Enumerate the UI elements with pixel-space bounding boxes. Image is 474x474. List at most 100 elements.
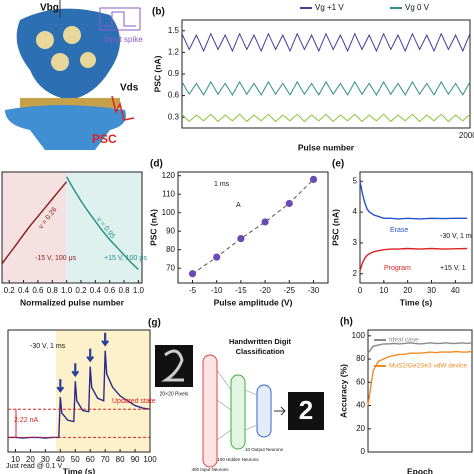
x-tick-label: 50 — [71, 455, 80, 464]
series-line — [1, 181, 68, 265]
label: PSC — [92, 132, 117, 146]
point — [261, 218, 269, 226]
x-axis-label: Epoch — [407, 466, 433, 474]
plot-frame — [359, 171, 473, 284]
chart: (d) 70 80 90 100 110 120 -5 -10 -15 -20 -25 -30 Pulse… — [148, 159, 329, 307]
y-tick-label: 3 — [353, 238, 358, 247]
x-tick-label: 30 — [427, 286, 436, 295]
x-axis-label: Time (s) — [63, 466, 96, 474]
plot-frame — [1, 171, 143, 284]
y-tick-label: 80 — [166, 245, 175, 254]
chart: (e) 2 3 4 5 0 10 20 30 40 Time (s) PSC (nA) Erase Pro… — [330, 159, 473, 307]
y-tick-label: 0.3 — [168, 112, 180, 121]
x-tick-label: 0 — [358, 286, 363, 295]
series-line — [181, 80, 471, 96]
vesicle — [36, 31, 54, 49]
y-tick-label: 120 — [162, 171, 176, 180]
x-tick-label: 20 — [403, 286, 412, 295]
input-layer — [202, 354, 218, 468]
point — [309, 175, 318, 183]
annotation: Erase — [390, 227, 408, 234]
annotation: Just read @ 0.1 V — [6, 463, 62, 470]
y-tick-label: 1.2 — [168, 48, 180, 57]
series-line — [8, 350, 151, 439]
y-tick-label: 60 — [356, 377, 365, 386]
x-tick-label: 0.2 — [75, 286, 87, 295]
x-tick-label: -25 — [284, 286, 296, 295]
x-tick-label: 90 — [131, 455, 140, 464]
point — [237, 235, 245, 243]
pulse-arrow — [86, 348, 95, 363]
x-tick-label: 100 — [143, 455, 157, 464]
x-tick-label: 1.0 — [61, 286, 73, 295]
x-tick-label: 10 — [11, 455, 20, 464]
arrow — [274, 406, 286, 416]
region — [2, 172, 67, 283]
vesicle — [80, 52, 96, 68]
chart: (h) 0 20 40 60 80 100 Epoch Accuracy (%) Ideal ca… — [338, 317, 473, 474]
series-line — [367, 342, 473, 354]
x-tick-label: 0.6 — [104, 286, 116, 295]
psc-icon — [111, 95, 135, 121]
vesicle — [63, 26, 81, 44]
x-tick-label: -5 — [189, 286, 197, 295]
point — [285, 199, 293, 208]
x-axis-label: Normalized pulse number — [20, 297, 125, 307]
annotation: -15 V, 100 μs — [35, 255, 77, 262]
series-line — [181, 113, 471, 123]
x-tick-label: 20 — [26, 455, 35, 464]
panel-label: (e) — [332, 159, 344, 170]
chart: (b) 0.3 0.6 0.9 1.2 1.5 20000 Pulse number PSC (… — [152, 3, 474, 152]
label: Vds — [120, 83, 139, 94]
annotation: 2.22 nA — [14, 417, 38, 424]
x-tick-label: -30 — [308, 286, 320, 295]
network-illustration: (g) Handwritten Digit Classification 20×… — [148, 318, 324, 472]
x-axis-label: Pulse number — [298, 142, 355, 152]
x-tick-label: 0.8 — [47, 286, 59, 295]
region — [56, 330, 150, 452]
title: Handwritten Digit — [229, 337, 292, 346]
x-tick-label: -20 — [259, 286, 271, 295]
y-tick-label: 5 — [353, 176, 358, 185]
series-line — [181, 32, 471, 53]
x-tick-label: -15 — [235, 286, 247, 295]
layer-label: 100 Hidden Neurons — [217, 457, 259, 462]
caption: 20×20 Pixels — [160, 391, 189, 397]
y-tick-label: 1.5 — [168, 26, 180, 35]
vesicle — [51, 53, 69, 71]
pulse-arrow — [71, 363, 80, 378]
x-tick-label: 0.8 — [118, 286, 130, 295]
chart: 10 20 30 40 50 60 70 80 90 100 Time (s) -30 V, 1 ms… — [6, 329, 157, 474]
spike-box — [99, 7, 141, 31]
y-axis-label: PSC (nA) — [148, 209, 158, 246]
annotation: Program — [384, 265, 411, 272]
pulse-arrow — [101, 332, 110, 347]
legend-label: Vg +1 V — [315, 3, 344, 12]
cleft — [20, 98, 120, 108]
annotation: +15 V, 1 — [440, 265, 466, 272]
panel-label: (b) — [152, 7, 165, 18]
y-axis-label: Accuracy (%) — [338, 364, 348, 418]
x-tick-label: 60 — [86, 455, 95, 464]
x-tick-label: 80 — [116, 455, 125, 464]
x-tick-label: 40 — [451, 286, 460, 295]
series-line — [367, 350, 473, 406]
point — [213, 253, 221, 261]
x-axis-label: Pulse amplitude (V) — [214, 297, 293, 307]
y-tick-label: 70 — [166, 263, 175, 272]
trendline — [192, 179, 314, 275]
x-tick-label: 20000 — [459, 131, 474, 140]
x-tick-label: 0.4 — [18, 286, 30, 295]
postsynaptic-body — [5, 105, 126, 150]
y-tick-label: 0.9 — [168, 69, 180, 78]
x-tick-label: 0.4 — [90, 286, 102, 295]
title: Classification — [236, 347, 285, 356]
hidden-layer — [230, 374, 246, 450]
annotation: -30 V, 1 ms — [30, 343, 66, 350]
annotation: A — [236, 202, 241, 209]
chart: 0.2 0.4 0.6 0.8 1.0 0.2 0.4 0.6 0.8 1.0Normalized… — [1, 171, 147, 307]
x-axis-label: Time (s) — [400, 297, 433, 307]
y-axis-label: PSC (nA) — [330, 209, 340, 246]
presynaptic-body — [16, 8, 121, 101]
